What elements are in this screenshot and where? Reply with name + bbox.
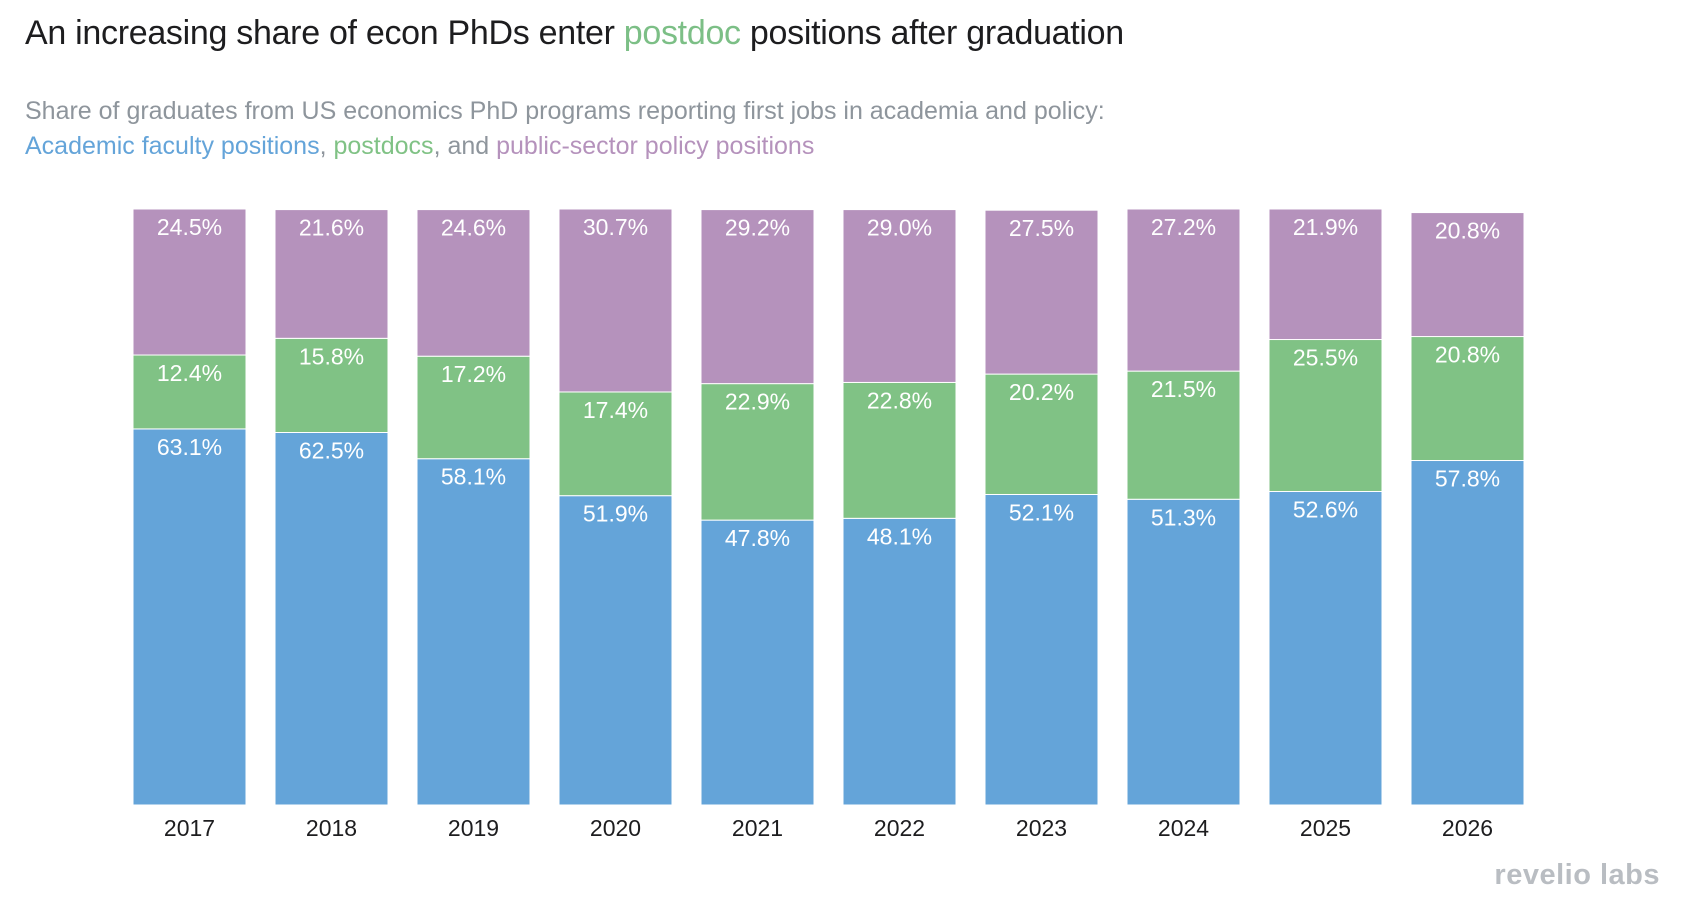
chart-subtitle: Share of graduates from US economics PhD… (25, 94, 1105, 164)
data-label-academic-2025: 52.6% (1293, 497, 1358, 523)
data-label-postdoc-2023: 20.2% (1009, 379, 1074, 405)
data-label-policy-2026: 20.8% (1435, 218, 1500, 244)
bar-postdoc-2022 (842, 381, 957, 519)
data-label-academic-2024: 51.3% (1151, 504, 1216, 530)
bar-postdoc-2019 (416, 355, 531, 460)
chart-title: An increasing share of econ PhDs enter p… (25, 14, 1124, 53)
x-tick-label-2018: 2018 (306, 815, 357, 841)
title-highlight-postdoc: postdoc (623, 14, 741, 52)
bar-policy-2018 (274, 209, 389, 339)
bar-policy-2017 (132, 208, 247, 356)
x-tick-label-2022: 2022 (874, 815, 925, 841)
data-label-postdoc-2026: 20.8% (1435, 342, 1500, 368)
bar-policy-2019 (416, 209, 531, 357)
bar-policy-2020 (558, 208, 673, 393)
x-tick-label-2024: 2024 (1158, 815, 1209, 841)
bar-academic-2025 (1268, 491, 1383, 806)
bar-academic-2017 (132, 428, 247, 806)
title-text-start: An increasing share of econ PhDs enter (25, 14, 624, 52)
data-label-postdoc-2020: 17.4% (583, 397, 648, 423)
legend-separator-1: , (319, 132, 334, 160)
subtitle-legend-line: Academic faculty positions, postdocs, an… (25, 129, 1105, 164)
bar-academic-2019 (416, 458, 531, 806)
bar-postdoc-2026 (1410, 336, 1525, 462)
data-label-academic-2019: 58.1% (441, 464, 506, 490)
data-label-policy-2020: 30.7% (583, 214, 648, 240)
data-label-postdoc-2025: 25.5% (1293, 345, 1358, 371)
title-text-end: positions after graduation (740, 14, 1124, 52)
legend-academic: Academic faculty positions (25, 132, 320, 160)
x-tick-label-2021: 2021 (732, 815, 783, 841)
x-tick-label-2023: 2023 (1016, 815, 1067, 841)
x-tick-label-2017: 2017 (164, 815, 215, 841)
legend-postdoc: postdocs (333, 132, 434, 160)
data-label-policy-2024: 27.2% (1151, 214, 1216, 240)
bar-postdoc-2017 (132, 354, 247, 430)
x-tick-label-2025: 2025 (1300, 815, 1351, 841)
bar-policy-2021 (700, 209, 815, 385)
bar-academic-2020 (558, 495, 673, 806)
revelio-labs-logo: revelio labs (1494, 859, 1660, 891)
data-label-academic-2017: 63.1% (157, 434, 222, 460)
data-label-policy-2021: 29.2% (725, 215, 790, 241)
data-label-postdoc-2022: 22.8% (867, 387, 932, 413)
bar-academic-2023 (984, 493, 1099, 806)
bar-policy-2023 (984, 209, 1099, 375)
data-label-policy-2017: 24.5% (157, 214, 222, 240)
subtitle-line-1: Share of graduates from US economics PhD… (25, 97, 1105, 125)
data-label-policy-2023: 27.5% (1009, 215, 1074, 241)
bar-academic-2018 (274, 432, 389, 806)
data-label-policy-2018: 21.6% (299, 215, 364, 241)
bar-postdoc-2023 (984, 373, 1099, 495)
data-label-postdoc-2019: 17.2% (441, 361, 506, 387)
bar-policy-2024 (1126, 208, 1241, 372)
data-label-postdoc-2024: 21.5% (1151, 376, 1216, 402)
data-label-policy-2022: 29.0% (867, 215, 932, 241)
data-label-postdoc-2017: 12.4% (157, 360, 222, 386)
data-label-academic-2018: 62.5% (299, 438, 364, 464)
bar-postdoc-2021 (700, 383, 815, 521)
x-tick-label-2026: 2026 (1442, 815, 1493, 841)
x-tick-label-2019: 2019 (448, 815, 499, 841)
data-label-academic-2023: 52.1% (1009, 499, 1074, 525)
legend-separator-2: , and (433, 132, 497, 160)
bar-academic-2021 (700, 519, 815, 806)
data-label-academic-2022: 48.1% (867, 523, 932, 549)
bar-policy-2026 (1410, 212, 1525, 338)
data-label-academic-2021: 47.8% (725, 525, 790, 551)
bar-postdoc-2018 (274, 337, 389, 433)
legend-policy: public-sector policy positions (496, 132, 815, 160)
data-label-academic-2020: 51.9% (583, 501, 648, 527)
bar-postdoc-2020 (558, 391, 673, 497)
bar-academic-2026 (1410, 460, 1525, 806)
bar-policy-2022 (842, 209, 957, 383)
bar-postdoc-2025 (1268, 339, 1383, 493)
x-tick-label-2020: 2020 (590, 815, 641, 841)
data-label-postdoc-2018: 15.8% (299, 343, 364, 369)
bar-postdoc-2024 (1126, 370, 1241, 500)
data-label-policy-2019: 24.6% (441, 215, 506, 241)
bar-policy-2025 (1268, 208, 1383, 341)
bar-academic-2022 (842, 517, 957, 806)
bar-academic-2024 (1126, 498, 1241, 806)
data-label-academic-2026: 57.8% (1435, 466, 1500, 492)
data-label-postdoc-2021: 22.9% (725, 389, 790, 415)
data-label-policy-2025: 21.9% (1293, 214, 1358, 240)
